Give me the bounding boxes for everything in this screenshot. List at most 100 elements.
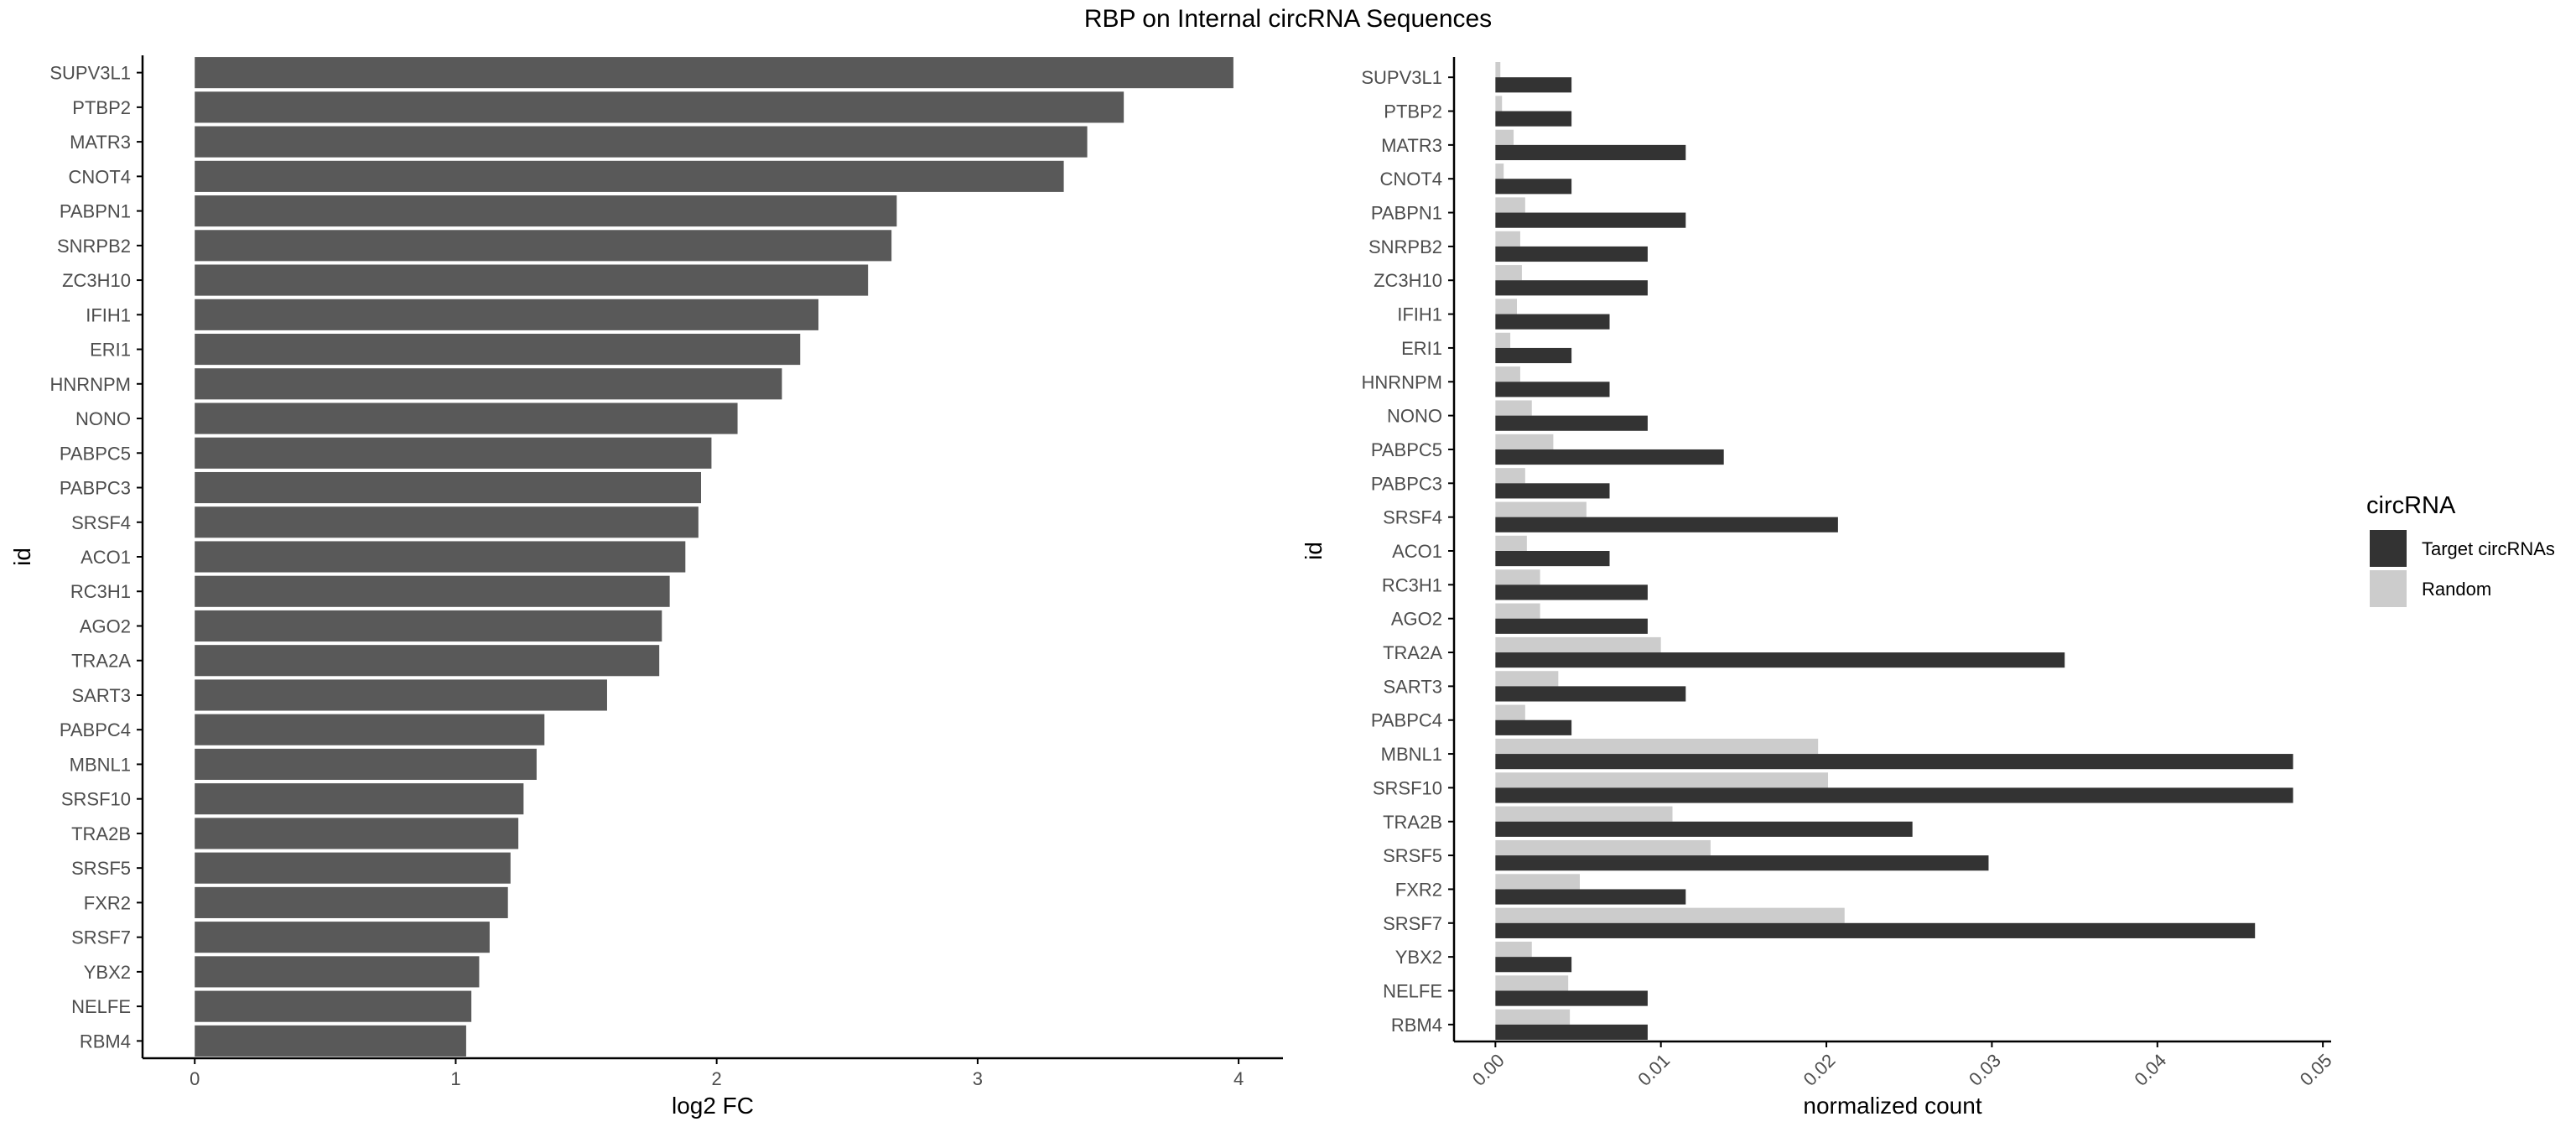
bar-rc3h1	[195, 575, 670, 607]
y-tick-label: YBX2	[84, 962, 131, 983]
y-tick-label: RC3H1	[1382, 574, 1442, 595]
bar-target-mbnl1	[1495, 754, 2293, 770]
y-tick-label: ERI1	[1401, 338, 1442, 359]
bar-nelfe	[195, 990, 472, 1022]
bar-target-zc3h10	[1495, 280, 1648, 296]
y-tick-label: PABPC3	[60, 478, 131, 499]
bar-random-pabpn1	[1495, 197, 1525, 213]
x-tick-label: 0	[190, 1068, 200, 1089]
y-tick-label: CNOT4	[68, 166, 131, 187]
x-axis-title: log2 FC	[672, 1093, 754, 1119]
bar-random-srsf5	[1495, 839, 1711, 856]
y-tick-label: PTBP2	[72, 97, 131, 118]
bar-nono	[195, 402, 738, 434]
bar-random-nelfe	[1495, 975, 1569, 991]
x-axis-title: normalized count	[1803, 1093, 1981, 1119]
bar-random-aco1	[1495, 535, 1527, 551]
bar-target-pabpn1	[1495, 212, 1686, 228]
bar-random-ifih1	[1495, 299, 1517, 314]
bar-target-srsf7	[1495, 922, 2256, 938]
y-tick-label: ZC3H10	[62, 270, 131, 291]
y-tick-label: MBNL1	[70, 754, 131, 775]
y-tick-label: PABPN1	[60, 201, 131, 222]
x-tick-label: 0.00	[1468, 1050, 1509, 1090]
y-tick-label: SRSF4	[1383, 507, 1442, 528]
legend-label: Random	[2422, 579, 2491, 600]
y-tick-label: SRSF10	[1373, 777, 1442, 798]
x-tick-label: 2	[712, 1068, 722, 1089]
bar-tra2b	[195, 818, 519, 849]
legend-swatch-random	[2370, 570, 2407, 607]
bar-srsf10	[195, 783, 524, 815]
bar-target-srsf4	[1495, 517, 1838, 532]
bar-random-cnot4	[1495, 164, 1504, 179]
x-tick-label: 0.05	[2296, 1050, 2336, 1090]
bar-random-tra2b	[1495, 806, 1673, 822]
y-tick-label: AGO2	[80, 615, 131, 636]
bar-random-hnrnpm	[1495, 366, 1520, 382]
bar-target-ifih1	[1495, 314, 1610, 330]
y-axis-title: id	[9, 548, 35, 566]
bar-srsf4	[195, 506, 699, 538]
bar-target-pabpc5	[1495, 449, 1724, 465]
legend-label: Target circRNAs	[2422, 538, 2555, 559]
y-tick-label: MATR3	[70, 132, 131, 153]
y-tick-label: NELFE	[71, 996, 131, 1017]
bar-target-sart3	[1495, 686, 1686, 702]
bar-random-rc3h1	[1495, 569, 1540, 585]
bar-pabpn1	[195, 195, 897, 227]
bar-target-rc3h1	[1495, 584, 1648, 600]
y-tick-label: ZC3H10	[1374, 270, 1442, 291]
y-tick-label: SART3	[71, 685, 131, 706]
bar-target-nelfe	[1495, 990, 1648, 1006]
y-tick-label: TRA2B	[1383, 812, 1442, 833]
bar-ifih1	[195, 299, 819, 330]
plot-title: RBP on Internal circRNA Sequences	[1084, 5, 1492, 33]
bar-target-matr3	[1495, 144, 1686, 161]
y-tick-label: ERI1	[90, 340, 131, 361]
bar-random-pabpc3	[1495, 468, 1525, 484]
bar-target-tra2a	[1495, 652, 2065, 668]
x-tick-label: 4	[1233, 1068, 1244, 1089]
y-tick-label: NELFE	[1383, 980, 1442, 1001]
y-tick-label: PABPC4	[60, 719, 131, 740]
bar-random-rbm4	[1495, 1009, 1571, 1025]
bar-target-pabpc4	[1495, 719, 1572, 735]
bar-random-nono	[1495, 400, 1532, 416]
y-tick-label: RC3H1	[70, 581, 131, 602]
bar-zc3h10	[195, 264, 869, 296]
bar-target-cnot4	[1495, 179, 1572, 195]
x-tick-label: 1	[450, 1068, 460, 1089]
y-tick-label: PABPC5	[60, 443, 131, 464]
y-tick-label: FXR2	[84, 892, 131, 913]
bar-random-srsf7	[1495, 907, 1845, 923]
bar-target-ptbp2	[1495, 111, 1572, 127]
bar-target-ago2	[1495, 618, 1648, 634]
bar-eri1	[195, 333, 801, 366]
y-tick-label: HNRNPM	[49, 374, 131, 395]
bar-supv3l1	[195, 57, 1233, 89]
x-tick-label: 3	[973, 1068, 983, 1089]
bar-random-eri1	[1495, 332, 1511, 348]
y-tick-label: SRSF7	[1383, 913, 1442, 934]
y-tick-label: RBM4	[1391, 1015, 1442, 1036]
y-tick-label: SUPV3L1	[49, 63, 131, 84]
y-tick-label: SRSF5	[71, 858, 131, 879]
y-tick-label: IFIH1	[1397, 304, 1442, 325]
bar-random-srsf10	[1495, 772, 1829, 788]
y-tick-label: ACO1	[1392, 541, 1442, 562]
y-axis-title: id	[1301, 542, 1327, 560]
y-tick-label: PABPN1	[1371, 203, 1442, 224]
y-tick-label: MBNL1	[1381, 744, 1442, 765]
y-tick-label: YBX2	[1395, 947, 1442, 968]
bar-random-ybx2	[1495, 941, 1532, 958]
y-tick-label: SRSF4	[71, 512, 131, 533]
bar-snrpb2	[195, 230, 892, 262]
bar-target-snrpb2	[1495, 246, 1648, 262]
bar-target-rbm4	[1495, 1024, 1648, 1040]
bar-random-ago2	[1495, 603, 1540, 619]
bar-random-tra2a	[1495, 636, 1661, 653]
y-tick-label: AGO2	[1391, 609, 1442, 630]
y-tick-label: PABPC5	[1371, 439, 1442, 460]
bar-hnrnpm	[195, 368, 782, 400]
